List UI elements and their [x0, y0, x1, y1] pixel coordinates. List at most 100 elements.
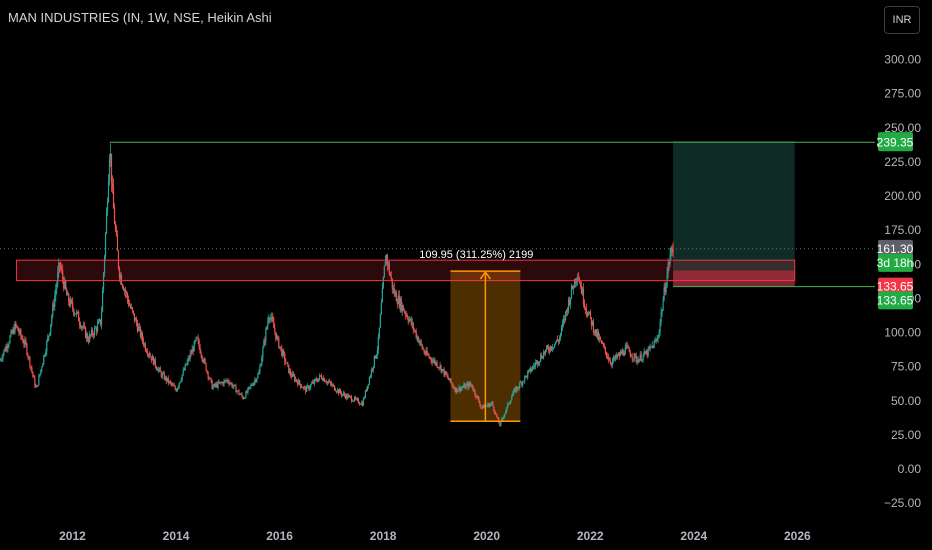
candle-body — [217, 382, 219, 388]
candle-body — [245, 391, 247, 398]
candle-body — [517, 386, 519, 389]
candle-body — [618, 353, 620, 357]
candle-body — [190, 353, 192, 355]
candle-body — [367, 384, 370, 386]
candle-body — [569, 297, 572, 305]
candle-body — [74, 313, 76, 315]
candle-body — [397, 295, 399, 304]
candle-body — [308, 385, 310, 390]
candle-body — [528, 369, 530, 373]
candle-body — [600, 339, 602, 344]
candle-body — [189, 353, 191, 359]
candle-body — [270, 317, 272, 320]
candle-body — [25, 340, 27, 345]
price-tick-label: 300.00 — [884, 53, 921, 67]
price-tick-label: 50.00 — [891, 394, 921, 408]
candle-body — [614, 355, 616, 360]
candle-body — [179, 381, 181, 384]
candle-body — [129, 305, 132, 308]
candle-body — [53, 304, 55, 307]
candle-body — [145, 350, 147, 353]
candle-body — [664, 287, 666, 293]
candle-body — [435, 362, 437, 364]
candle-body — [636, 360, 638, 362]
candle-body — [178, 383, 180, 387]
candle-body — [503, 416, 505, 418]
candle-body — [192, 348, 194, 352]
candle-body — [444, 371, 446, 376]
candle-body — [188, 358, 190, 359]
candle-body — [320, 375, 322, 377]
candle-body — [597, 331, 600, 340]
candle-body — [445, 371, 447, 375]
candle-body — [75, 313, 77, 315]
candle-body — [116, 235, 119, 251]
candle-body — [149, 355, 151, 357]
candle-body — [157, 369, 159, 371]
candle-body — [642, 354, 644, 360]
candle-body — [168, 381, 170, 383]
candle-body — [329, 381, 332, 384]
candle-body — [254, 379, 256, 383]
candle-body — [631, 356, 633, 359]
candle-body — [152, 356, 154, 365]
candle-body — [550, 346, 552, 352]
price-tag-label: 239.35 — [877, 135, 914, 149]
candle-body — [32, 371, 34, 376]
candle-body — [299, 380, 301, 384]
price-tick-label: 75.00 — [891, 360, 921, 374]
candle-body — [30, 366, 32, 368]
time-axis[interactable]: 2012 2014 2016 2018 2020 2022 2024 2026 — [59, 529, 811, 543]
candle-body — [666, 273, 668, 286]
candle-body — [523, 381, 525, 383]
price-axis[interactable]: 300.00275.00250.00225.00200.00175.00150.… — [884, 53, 921, 511]
candle-body — [462, 387, 464, 388]
candle-body — [658, 331, 660, 337]
candle-body — [41, 367, 43, 370]
candle-body — [476, 395, 478, 398]
candle-body — [59, 262, 61, 266]
candle-body — [71, 299, 73, 303]
candle-body — [377, 337, 379, 351]
candle-body — [248, 386, 250, 389]
candle-body — [449, 378, 451, 381]
candle-body — [260, 365, 262, 367]
candle-body — [519, 382, 521, 388]
candle-body — [461, 387, 463, 389]
candle-body — [506, 406, 508, 411]
candle-body — [529, 368, 531, 370]
candle-body — [455, 388, 457, 392]
currency-button[interactable]: INR — [884, 6, 920, 34]
candle-body — [209, 378, 211, 379]
candle-body — [482, 405, 484, 408]
candle-body — [0, 359, 1, 361]
candle-body — [258, 372, 260, 374]
candle-body — [654, 340, 656, 342]
candle-body — [554, 342, 557, 344]
candle-body — [176, 388, 178, 392]
candle-body — [244, 397, 246, 399]
candle-body — [527, 372, 529, 378]
candle-body — [228, 381, 230, 385]
candle-body — [34, 377, 36, 387]
candle-body — [318, 378, 320, 382]
candle-body — [468, 382, 470, 388]
candle-body — [219, 382, 221, 384]
price-tag: 3d 18h — [877, 253, 913, 272]
candle-body — [124, 289, 127, 293]
candle-body — [56, 283, 58, 290]
candle-body — [615, 355, 617, 358]
candle-body — [361, 402, 364, 406]
candle-body — [60, 265, 62, 269]
candle-body — [573, 279, 576, 289]
candle-body — [218, 382, 220, 384]
drawing-layer — [450, 141, 795, 422]
price-tag-bg — [878, 133, 913, 152]
candle-body — [183, 369, 185, 371]
candle-body — [18, 330, 20, 334]
price-tick-label: 0.00 — [898, 462, 922, 476]
candle-body — [591, 321, 594, 326]
candle-body — [185, 364, 187, 366]
